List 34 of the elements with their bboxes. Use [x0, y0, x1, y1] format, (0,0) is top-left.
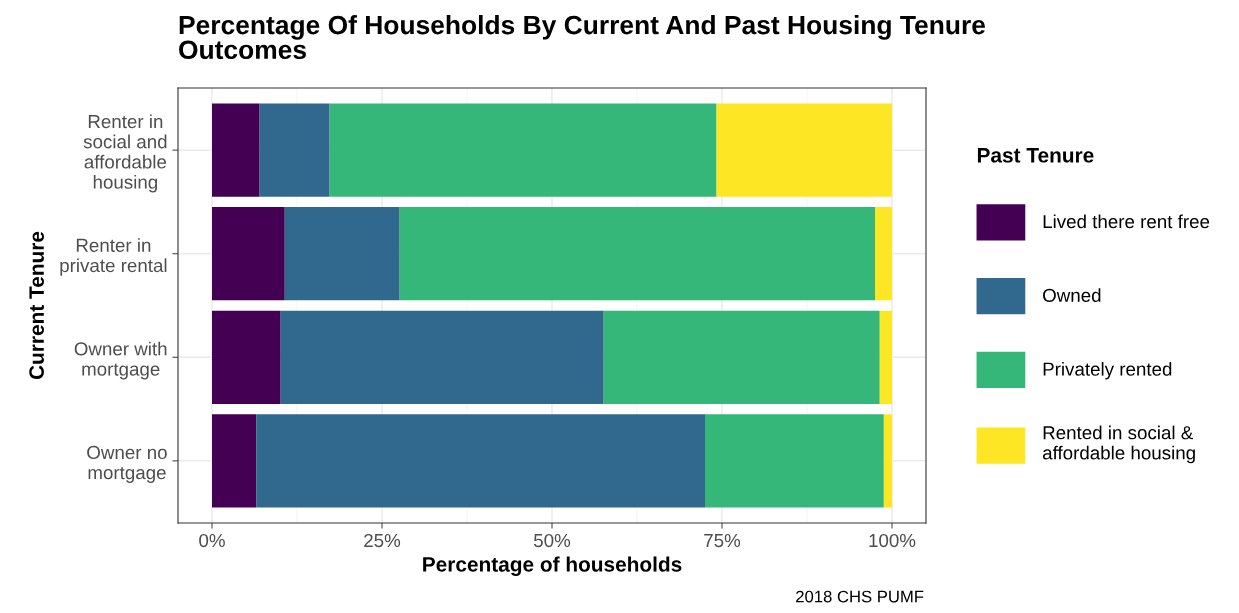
- x-tick-label: 50%: [533, 533, 571, 548]
- x-axis-title: Percentage of households: [423, 556, 682, 576]
- x-tick-label: 25%: [364, 533, 401, 548]
- bar: [883, 414, 892, 508]
- x-tick-label: 100%: [869, 533, 916, 548]
- x-tick-label: 0%: [199, 533, 225, 548]
- bar: [603, 310, 880, 404]
- bar: [212, 310, 281, 404]
- legend-label: Owned: [1043, 288, 1101, 303]
- y-tick-label: Owner with mortgage: [74, 341, 167, 380]
- bar: [399, 207, 875, 301]
- bar: [329, 103, 717, 197]
- legend-label: Rented in social & affordable housing: [1042, 425, 1195, 464]
- bar: [259, 103, 330, 197]
- y-tick-label: Owner no mortgage: [87, 445, 167, 483]
- chart-title: Percentage Of Households By Current And Past Housing Tenure Outcomes: [179, 15, 986, 60]
- bar: [280, 310, 604, 404]
- bar: [212, 414, 257, 508]
- y-tick-label: Renter in social and affordable housing: [83, 114, 167, 193]
- bar: [256, 414, 705, 508]
- bar: [284, 207, 400, 301]
- legend-label: Privately rented: [1043, 362, 1172, 380]
- text: 2018 CHS PUMF: [796, 590, 924, 603]
- bar: [875, 207, 892, 301]
- bar: [212, 207, 285, 301]
- legend-title: Past Tenure: [977, 148, 1094, 163]
- legend-label: Lived there rent free: [1043, 214, 1210, 229]
- x-tick-label: 75%: [704, 533, 741, 548]
- y-axis-title: Current Tenure: [29, 231, 44, 380]
- bar: [879, 310, 892, 404]
- y-tick-label: Renter in private rental: [60, 238, 167, 276]
- bar: [212, 103, 260, 197]
- bar: [705, 414, 884, 508]
- bar: [716, 103, 892, 197]
